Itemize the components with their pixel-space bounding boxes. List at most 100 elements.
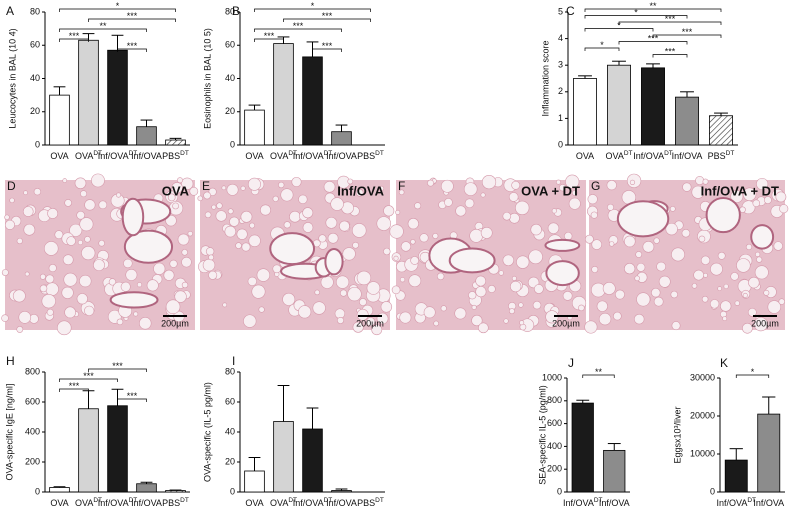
alveolus	[54, 230, 64, 240]
category-superscript: DT	[375, 150, 384, 157]
alveolus	[701, 295, 709, 303]
alveolus	[658, 275, 671, 288]
alveolus	[433, 320, 439, 327]
alveolus	[64, 199, 72, 207]
alveolus	[481, 174, 497, 190]
alveolus	[24, 271, 30, 277]
y-tick-label: 30000	[690, 372, 715, 382]
alveolus	[671, 321, 681, 331]
alveolus	[455, 205, 467, 217]
alveolus	[391, 285, 401, 295]
category-superscript: DT	[726, 150, 735, 157]
significance-label: *	[751, 367, 755, 377]
significance-bracket	[59, 38, 89, 42]
category-name: Inf/OVA	[716, 498, 747, 507]
x-tick-label: OVADT	[605, 150, 632, 162]
alveolus	[691, 283, 698, 289]
alveolus	[229, 216, 240, 227]
alveolus	[1, 269, 9, 276]
significance-bracket	[254, 8, 371, 12]
alveolus	[755, 251, 761, 257]
alveolus	[181, 256, 192, 268]
alveolus	[172, 202, 179, 210]
alveolus	[693, 269, 704, 281]
alveolus	[4, 214, 10, 220]
significance-bracket	[59, 378, 118, 382]
y-tick-label: 2	[558, 86, 563, 96]
significance-label: ***	[322, 11, 333, 21]
airway	[123, 229, 174, 264]
alveolus	[564, 231, 573, 241]
alveolus	[742, 292, 748, 298]
category-name: Inf/OVA	[753, 498, 784, 507]
category-superscript: DT	[747, 497, 756, 504]
alveolus	[123, 258, 133, 269]
alveolus	[226, 183, 239, 196]
significance-label: ***	[69, 381, 80, 391]
x-tick-label: Inf/OVADT	[98, 497, 138, 507]
alveolus	[508, 308, 515, 315]
alveolus	[752, 199, 761, 208]
alveolus	[23, 223, 36, 236]
alveolus	[171, 182, 183, 194]
alveolus	[47, 208, 59, 219]
bar	[165, 139, 186, 146]
category-name: Inf/OVA	[98, 151, 129, 161]
panel-letter: I	[232, 354, 235, 368]
category-superscript: DT	[624, 150, 633, 157]
y-tick-label: 5	[558, 6, 563, 16]
alveolus	[454, 307, 467, 320]
alveolus	[208, 270, 218, 280]
scale-label: 200µm	[552, 318, 580, 328]
significance-label: ***	[665, 46, 676, 56]
x-tick-label: Inf/OVADT	[293, 497, 333, 507]
significance-bracket	[618, 41, 688, 45]
alveolus	[670, 290, 678, 299]
alveolus	[216, 202, 223, 209]
y-axis-label: Eggsx10³/liver	[672, 406, 682, 463]
alveolus	[240, 210, 253, 223]
alveolus	[471, 314, 483, 327]
y-tick-label: 0	[558, 139, 563, 149]
alveolus	[653, 296, 664, 307]
x-tick-label: OVADT	[270, 150, 297, 162]
alveolus	[629, 179, 636, 185]
alveolus	[468, 291, 477, 300]
alveolus	[283, 221, 291, 229]
micrograph	[197, 175, 395, 336]
airway	[616, 200, 670, 238]
category-superscript: DT	[129, 150, 138, 157]
alveolus	[503, 318, 509, 324]
alveolus	[756, 256, 763, 263]
alveolus	[598, 312, 612, 326]
bar	[724, 459, 748, 493]
alveolus	[330, 197, 344, 211]
alveolus	[167, 193, 176, 202]
alveolus	[33, 188, 42, 196]
airway	[545, 260, 580, 287]
alveolus	[389, 224, 404, 239]
alveolus	[584, 320, 598, 334]
y-tick-label: 0	[35, 486, 40, 496]
alveolus	[215, 210, 227, 222]
significance-label: ***	[83, 371, 94, 381]
category-name: PBS	[357, 151, 375, 161]
alveolus	[56, 320, 72, 336]
alveolus	[355, 188, 364, 197]
significance-label: ***	[127, 11, 138, 21]
category-superscript: DT	[375, 497, 384, 504]
x-tick-label: PBSDT	[708, 150, 735, 162]
alveolus	[779, 204, 789, 214]
bar	[757, 413, 781, 493]
alveolus	[518, 302, 524, 308]
alveolus	[136, 282, 143, 288]
alveolus	[498, 270, 504, 276]
airway	[324, 247, 344, 276]
alveolus	[187, 230, 193, 237]
alveolus	[380, 301, 393, 313]
x-tick-label: Inf/OVADT	[716, 497, 756, 507]
category-name: PBS	[708, 151, 726, 161]
alveolus	[730, 272, 739, 281]
alveolus	[259, 204, 271, 216]
